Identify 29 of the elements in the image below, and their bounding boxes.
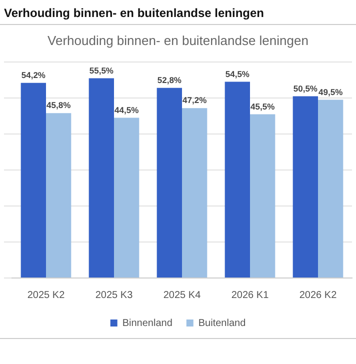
chart-subtitle: Verhouding binnen- en buitenlandse leningen [46, 33, 310, 48]
legend-label: Buitenland [198, 318, 246, 329]
x-tick-label: 2025 K3 [95, 290, 134, 301]
bar [88, 78, 114, 278]
data-label: 45,5% [250, 101, 276, 112]
bar [292, 96, 318, 278]
data-label: 55,5% [89, 65, 114, 76]
bar [224, 82, 250, 278]
bar [318, 100, 344, 278]
bar [46, 113, 72, 278]
chart-title: Verhouding binnen- en buitenlandse leningen [0, 0, 356, 25]
data-label: 47,2% [182, 95, 208, 106]
data-label: 45,8% [46, 100, 72, 110]
x-tick-label: 2026 K1 [231, 290, 270, 301]
bar [20, 82, 46, 278]
x-tick-label: 2025 K2 [27, 290, 66, 301]
data-label: 49,5% [318, 86, 344, 97]
bar [182, 108, 208, 278]
bar [156, 88, 182, 278]
data-label: 54,5% [225, 68, 250, 79]
data-label: 54,2% [21, 70, 46, 80]
bar [114, 118, 140, 278]
x-tick-label: 2025 K4 [163, 290, 202, 301]
bar [250, 114, 276, 278]
legend-label: Binnenland [122, 318, 172, 329]
x-tick-label: 2026 K2 [299, 290, 338, 301]
data-label: 50,5% [293, 83, 318, 94]
data-label: 52,8% [157, 75, 182, 86]
data-label: 44,5% [114, 104, 140, 115]
